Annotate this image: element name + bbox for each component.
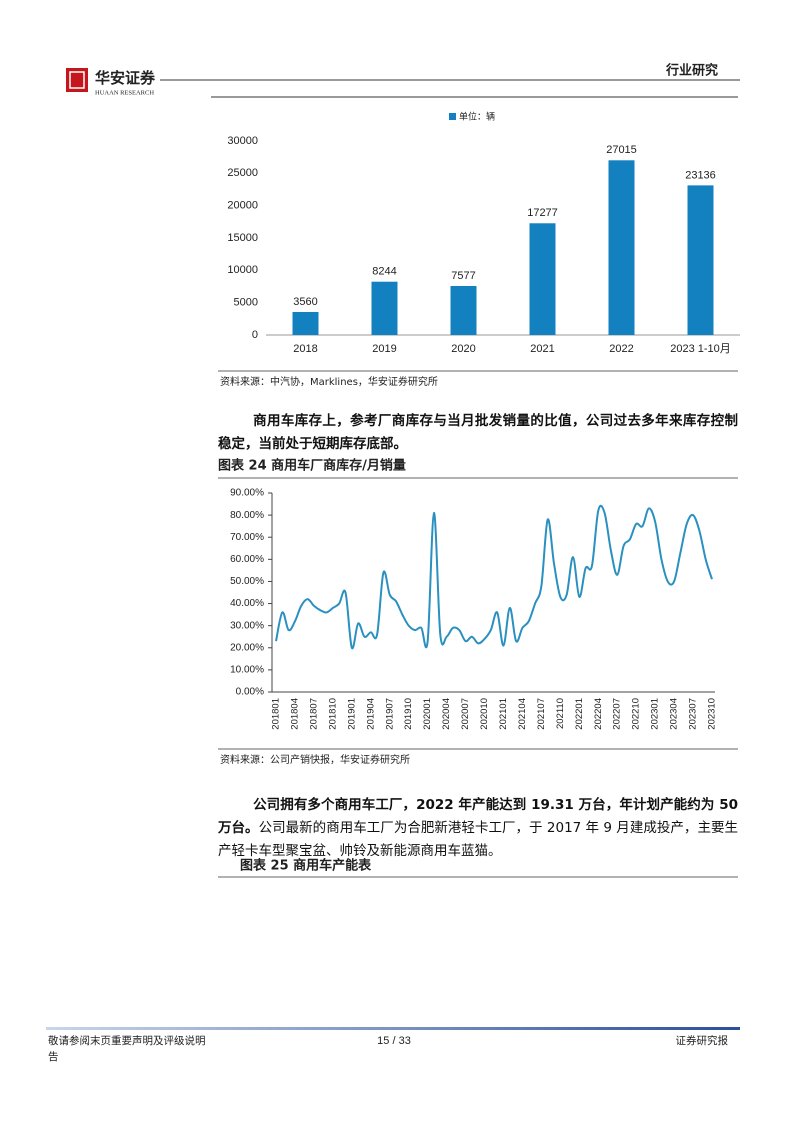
page-number: 15 / 33 xyxy=(377,1035,411,1047)
footer-right: 证券研究报 xyxy=(676,1034,729,1047)
source: 资料来源：中汽协，Marklines，华安证券研究所 xyxy=(220,375,438,388)
paragraph-text: 公司最新的商用车工厂为合肥新港轻卡工厂，于 2017 年 9 月建成投产，主要生… xyxy=(218,820,738,859)
x-tick-label: 2021 xyxy=(530,343,554,355)
legend-label: 单位：辆 xyxy=(459,111,495,123)
x-tick-label: 202107 xyxy=(536,698,547,730)
x-tick-label: 2019 xyxy=(372,343,396,355)
x-tick-label: 202210 xyxy=(631,698,642,730)
y-tick-label: 90.00% xyxy=(230,488,264,499)
bar xyxy=(371,281,398,335)
value-label: 8244 xyxy=(372,266,396,278)
x-tick-label: 201904 xyxy=(365,698,376,730)
value-label: 23136 xyxy=(685,169,716,181)
logo-cn: 华安证券 xyxy=(95,69,156,87)
x-tick-label: 201801 xyxy=(271,698,282,730)
x-tick-label: 202301 xyxy=(650,698,661,730)
footer-wrap: 告 xyxy=(48,1050,59,1063)
value-label: 27015 xyxy=(606,144,637,156)
y-tick-label: 80.00% xyxy=(230,510,264,521)
y-tick-label: 40.00% xyxy=(230,598,264,609)
x-tick-label: 202004 xyxy=(441,698,452,730)
x-tick-label: 202204 xyxy=(593,698,604,730)
logo-mark xyxy=(66,68,88,92)
y-tick-label: 50.00% xyxy=(230,576,264,587)
y-tick-label: 10.00% xyxy=(230,665,264,676)
paragraph: 商用车库存上，参考厂商库存与当月批发销量的比值，公司过去多年来库存控制稳定，当前… xyxy=(218,413,738,452)
section: 行业研究 xyxy=(665,63,718,79)
x-tick-label: 201804 xyxy=(289,698,300,730)
x-tick-label: 2022 xyxy=(609,343,633,355)
x-tick-label: 201807 xyxy=(308,698,319,730)
chart-title: 图表 24 商用车厂商库存/月销量 xyxy=(218,458,406,474)
paragraph-bold: 公司拥有多个商用车工厂，2022 年产能达到 19.31 万台，年计划产能约为 … xyxy=(218,797,738,836)
x-tick-label: 202304 xyxy=(669,698,680,730)
x-tick-label: 202201 xyxy=(574,698,585,730)
y-tick-label: 30000 xyxy=(227,135,258,147)
y-tick-label: 20.00% xyxy=(230,642,264,653)
table-title: 图表 25 商用车产能表 xyxy=(240,858,372,874)
y-tick-label: 15000 xyxy=(227,232,258,244)
value-label: 7577 xyxy=(451,270,475,282)
bar xyxy=(608,160,635,335)
x-tick-label: 201810 xyxy=(327,698,338,730)
x-tick-label: 202007 xyxy=(460,698,471,730)
x-tick-label: 201901 xyxy=(346,698,357,730)
x-tick-label: 201907 xyxy=(384,698,395,730)
bar xyxy=(450,286,477,335)
x-tick-label: 202207 xyxy=(612,698,623,730)
x-tick-label: 202001 xyxy=(422,698,433,730)
value-label: 3560 xyxy=(293,296,317,308)
y-tick-label: 60.00% xyxy=(230,554,264,565)
source: 资料来源：公司产销快报，华安证券研究所 xyxy=(220,753,410,766)
x-tick-label: 202110 xyxy=(555,698,566,729)
line xyxy=(275,504,713,650)
legend-swatch xyxy=(449,113,456,120)
bar xyxy=(529,223,556,335)
y-tick-label: 10000 xyxy=(227,264,258,276)
x-tick-label: 2023 1-10月 xyxy=(670,343,731,355)
x-tick-label: 202310 xyxy=(707,698,718,730)
logo-inner xyxy=(69,71,85,89)
x-tick-label: 201910 xyxy=(403,698,414,730)
x-tick-label: 202104 xyxy=(517,698,528,730)
y-tick-label: 30.00% xyxy=(230,620,264,631)
y-tick-label: 5000 xyxy=(234,297,258,309)
y-tick-label: 25000 xyxy=(227,167,258,179)
y-tick-label: 0.00% xyxy=(236,687,264,698)
paragraph: 公司拥有多个商用车工厂，2022 年产能达到 19.31 万台，年计划产能约为 … xyxy=(218,794,738,863)
x-tick-label: 202307 xyxy=(688,698,699,730)
x-tick-label: 2018 xyxy=(293,343,317,355)
bar xyxy=(292,311,319,335)
logo-en: HUAAN RESEARCH xyxy=(95,89,154,96)
y-tick-label: 70.00% xyxy=(230,532,264,543)
y-tick-label: 20000 xyxy=(227,200,258,212)
footer-rule xyxy=(46,1027,740,1030)
x-tick-label: 202010 xyxy=(479,698,490,730)
value-label: 17277 xyxy=(527,207,558,219)
footer-left: 敬请参阅末页重要声明及评级说明 xyxy=(48,1034,206,1047)
x-tick-label: 202101 xyxy=(498,698,509,730)
y-tick-label: 0 xyxy=(252,329,258,341)
bar xyxy=(687,185,714,335)
x-tick-label: 2020 xyxy=(451,343,475,355)
